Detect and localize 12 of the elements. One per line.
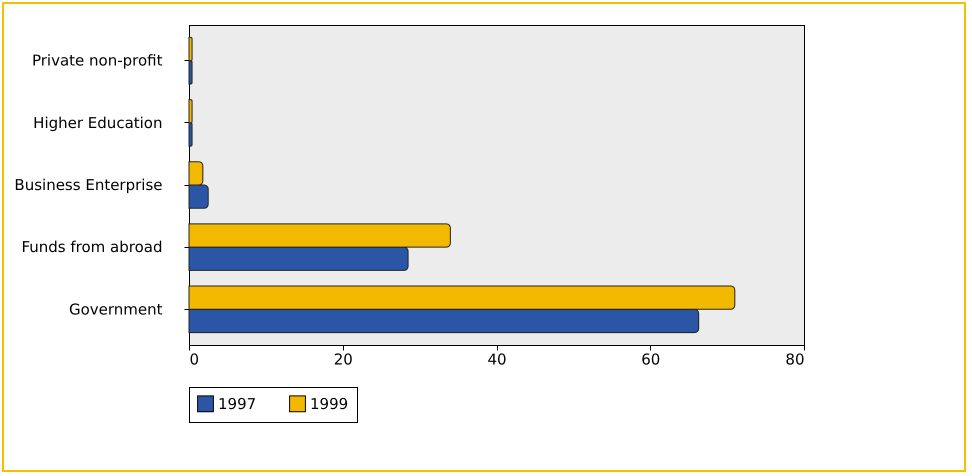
legend-label: 1997 — [218, 394, 256, 413]
x-tick-label: 20 — [334, 350, 353, 368]
y-tick-label: Business Enterprise — [14, 176, 162, 194]
y-tick-label: Higher Education — [33, 114, 162, 132]
x-tick-label: 40 — [487, 350, 507, 368]
x-tick-label: 60 — [641, 350, 660, 368]
legend-label: 1999 — [310, 394, 348, 413]
x-tick-label: 0 — [190, 350, 200, 368]
y-tick-label: Funds from abroad — [21, 238, 162, 256]
y-tick-label: Government — [68, 300, 163, 318]
x-tick-label: 80 — [785, 350, 804, 368]
y-tick-label: Private non-profit — [32, 52, 163, 70]
